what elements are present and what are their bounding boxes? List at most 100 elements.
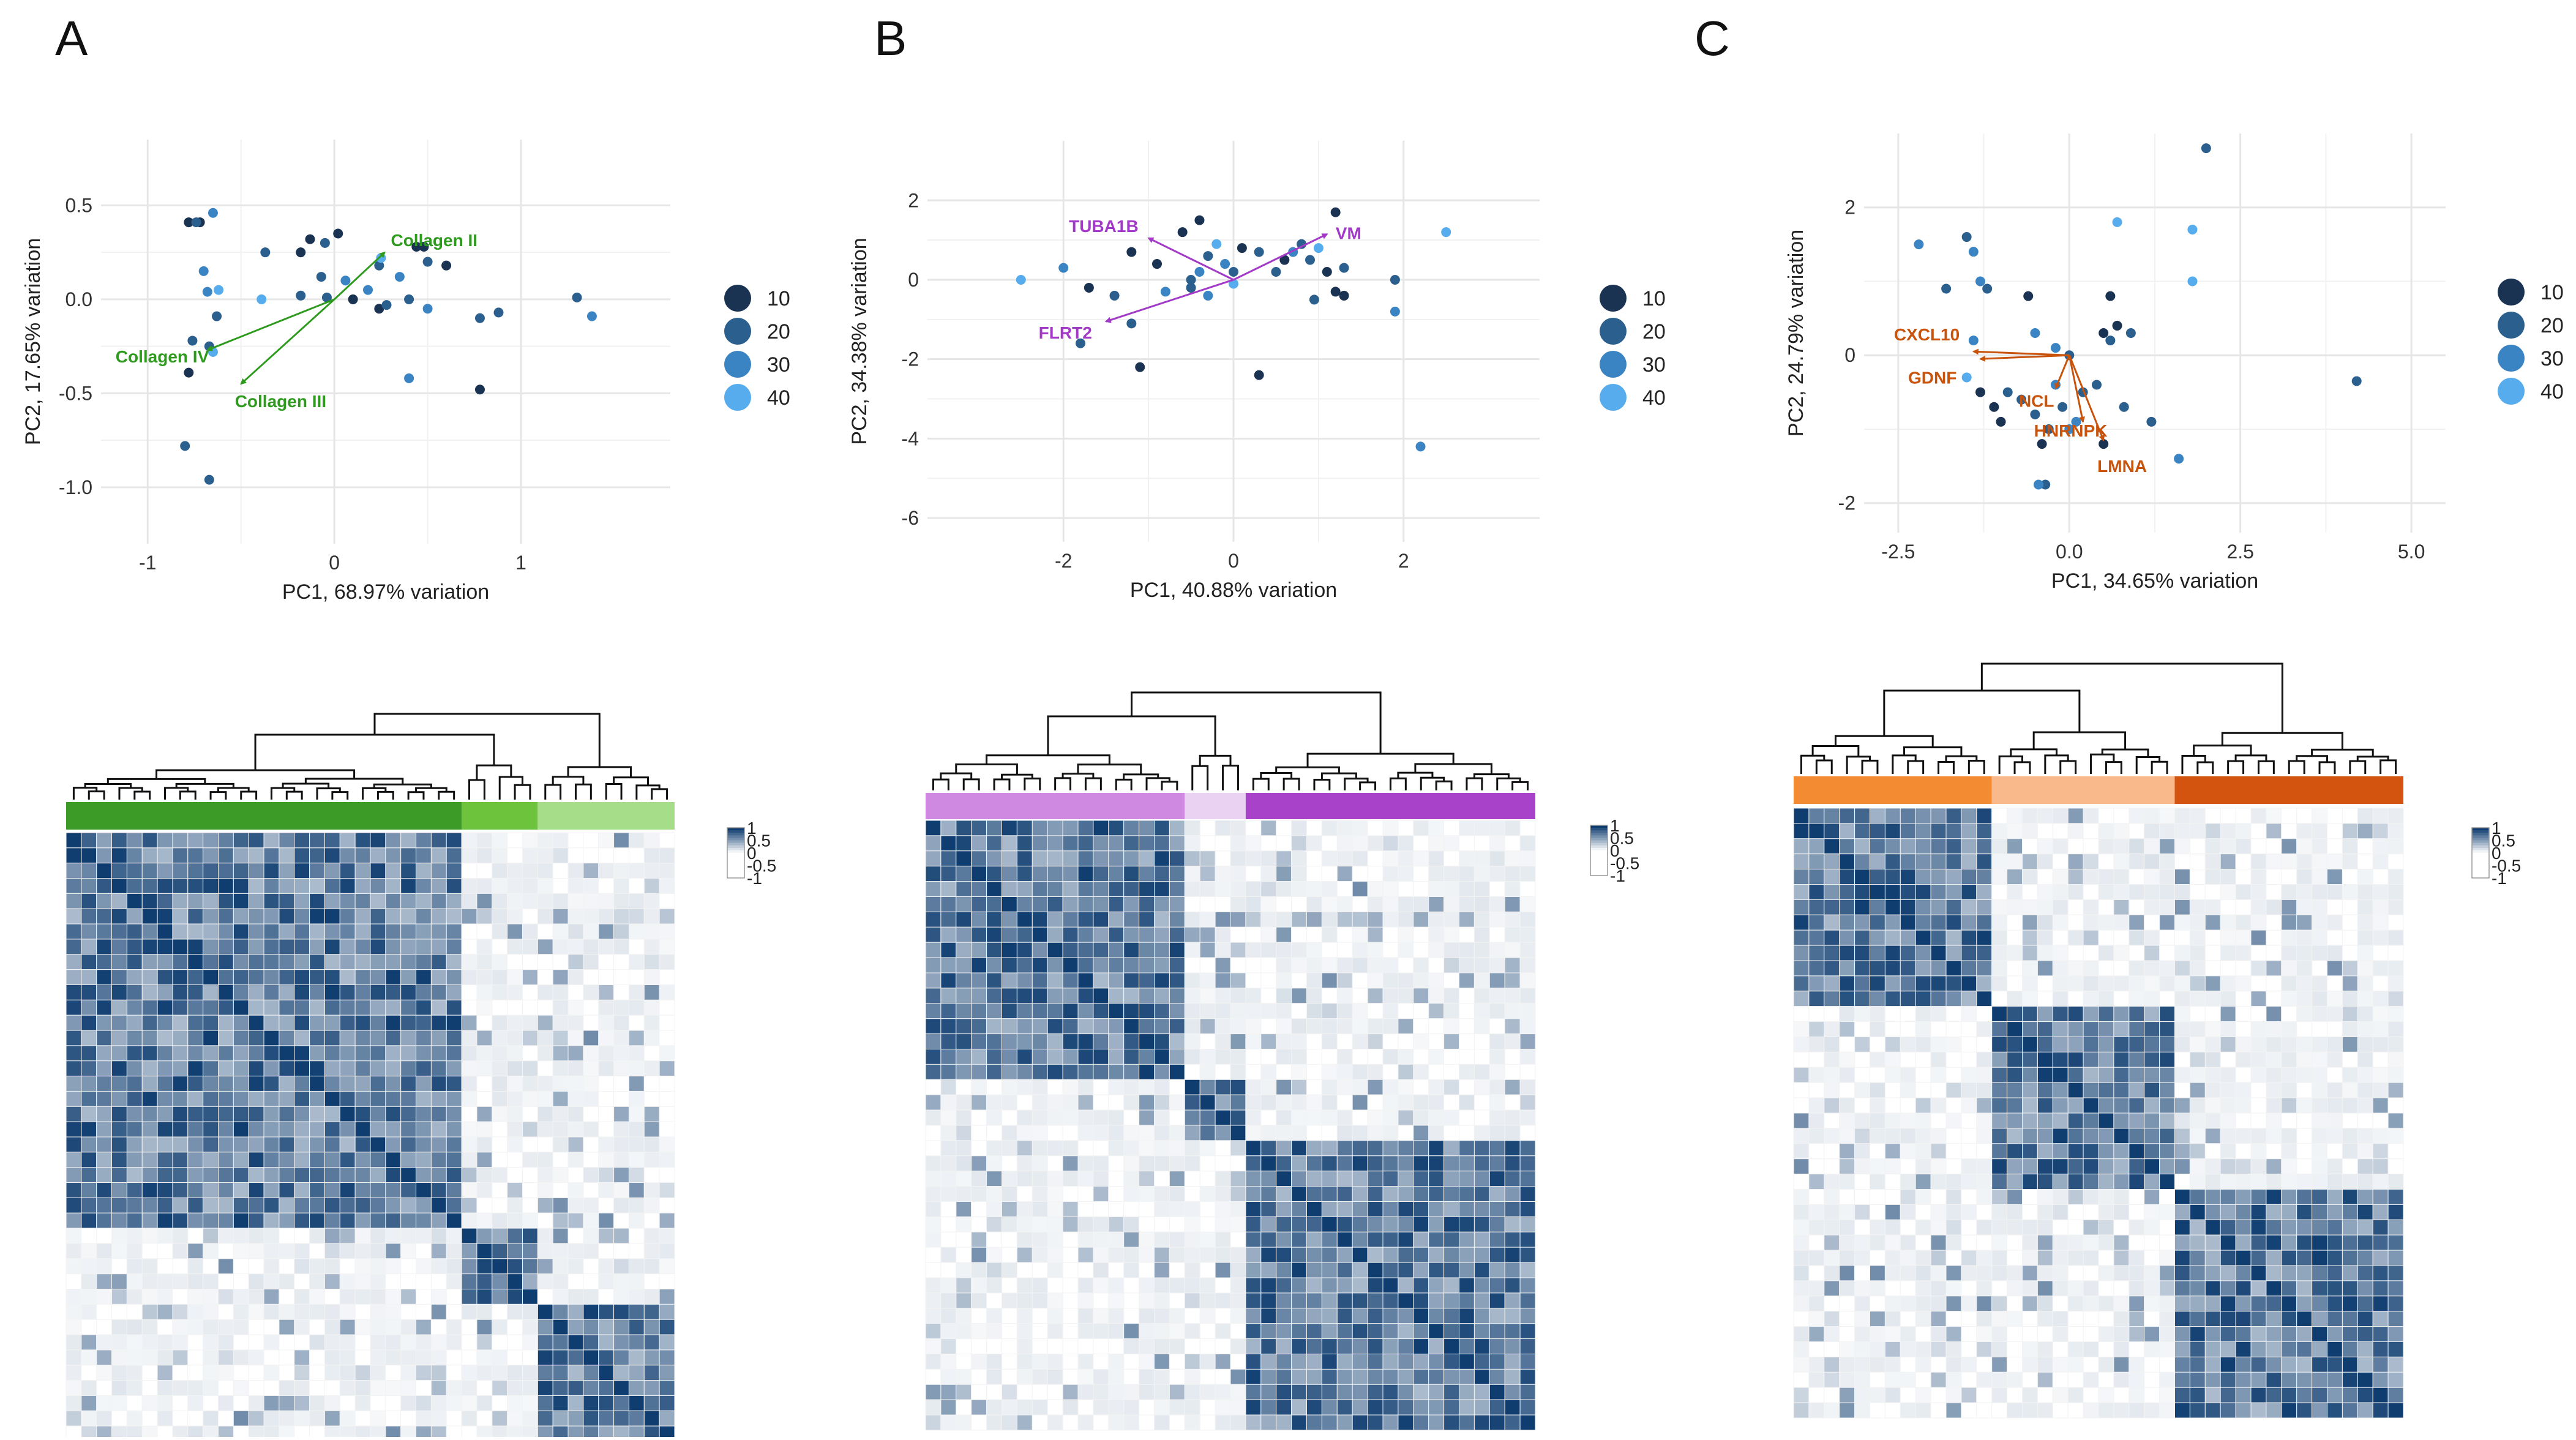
heatmap-cell (2357, 1052, 2373, 1067)
heatmap-cell (599, 879, 614, 894)
heatmap-cell (1017, 973, 1032, 988)
heatmap-cell (1337, 1278, 1352, 1293)
heatmap-cell (1200, 1262, 1215, 1278)
heatmap-cell (1459, 973, 1475, 988)
heatmap-cell (1093, 1187, 1109, 1202)
heatmap-cell (1352, 1278, 1368, 1293)
heatmap-cell (1931, 1174, 1946, 1190)
heatmap-cell (1169, 1034, 1185, 1049)
heatmap-cell (941, 866, 956, 882)
heatmap-cell (1946, 854, 1961, 869)
heatmap-cell (2175, 1113, 2190, 1128)
heatmap-cell (355, 985, 370, 1000)
heatmap-cell (1246, 820, 1261, 836)
heatmap-cell (142, 1000, 157, 1015)
heatmap-cell (614, 1395, 629, 1411)
heatmap-cell (81, 954, 97, 970)
heatmap-cell (2342, 1204, 2357, 1220)
heatmap-cell (279, 1426, 294, 1437)
heatmap-cell (173, 1335, 188, 1350)
heatmap-cell (279, 954, 294, 970)
heatmap-cell (97, 1061, 112, 1076)
heatmap-cell (941, 1369, 956, 1384)
heatmap-cell (583, 1243, 599, 1259)
heatmap-cell (2175, 1067, 2190, 1082)
heatmap-cell (219, 1335, 234, 1350)
heatmap-cell (1961, 1266, 1977, 1281)
heatmap-cell (1459, 1095, 1475, 1110)
heatmap-cell (2007, 1007, 2023, 1022)
heatmap-cell (1946, 1067, 1961, 1082)
heatmap-cell (1429, 1034, 1444, 1049)
heatmap-cell (2236, 1266, 2251, 1281)
heatmap-cell (1078, 1095, 1093, 1110)
loading-arrow (208, 299, 334, 350)
heatmap-cell (2083, 1159, 2099, 1174)
heatmap-cell (2357, 915, 2373, 930)
heatmap-cell (1337, 1202, 1352, 1217)
heatmap-cell (1215, 1095, 1230, 1110)
heatmap-cell (659, 1228, 675, 1243)
dendrogram-branch (73, 788, 96, 800)
heatmap-cell (1093, 1141, 1109, 1156)
heatmap-cell (2160, 1190, 2175, 1205)
heatmap-cell (203, 1000, 219, 1015)
heatmap-cell (1169, 1049, 1185, 1065)
heatmap-cell (1794, 1174, 1809, 1190)
heatmap-cell (1307, 1308, 1322, 1324)
heatmap-cell (1261, 1156, 1276, 1171)
heatmap-cell (1870, 991, 1885, 1007)
heatmap-cell (599, 1183, 614, 1198)
heatmap-cell (1520, 1110, 1535, 1125)
heatmap-cell (355, 1076, 370, 1092)
heatmap-cell (1489, 1019, 1505, 1034)
heatmap-cell (233, 879, 249, 894)
heatmap-cell (66, 1091, 81, 1106)
heatmap-cell (2160, 961, 2175, 976)
heatmap-cell (2266, 1296, 2282, 1311)
heatmap-cell (2236, 1128, 2251, 1144)
heatmap-cell (1915, 1174, 1931, 1190)
heatmap-cell (386, 893, 401, 909)
heatmap-cell (492, 1168, 507, 1183)
heatmap-cell (2327, 1281, 2343, 1296)
heatmap-cell (1489, 1187, 1505, 1202)
heatmap-cell (941, 1217, 956, 1232)
heatmap-cell (279, 1259, 294, 1274)
heatmap-cell (310, 1000, 325, 1015)
heatmap-cell (523, 848, 538, 863)
heatmap-cell (1292, 1262, 1307, 1278)
heatmap-cell (1915, 1190, 1931, 1205)
heatmap-cell (2357, 885, 2373, 900)
heatmap-cell (1368, 882, 1383, 897)
heatmap-cell (1109, 942, 1124, 958)
heatmap-cell (1915, 1159, 1931, 1174)
heatmap-cell (1169, 1079, 1185, 1095)
heatmap-cell (203, 1152, 219, 1168)
heatmap-cell (2175, 1235, 2190, 1250)
heatmap-cell (2083, 1204, 2099, 1220)
data-point (2099, 328, 2108, 338)
heatmap-cell (2053, 1174, 2068, 1190)
heatmap-cell (1870, 1113, 1885, 1128)
heatmap-cell (1885, 1144, 1900, 1159)
heatmap-cell (142, 879, 157, 894)
heatmap-cell (1352, 1217, 1368, 1232)
heatmap-cell (477, 1046, 492, 1061)
heatmap-cell (1946, 1235, 1961, 1250)
heatmap-cell (1489, 1384, 1505, 1400)
heatmap-cell (2007, 1204, 2023, 1220)
heatmap-cell (926, 1339, 941, 1354)
heatmap-cell (1398, 927, 1413, 942)
heatmap-cell (614, 1228, 629, 1243)
heatmap-cell (1459, 1415, 1475, 1430)
heatmap-cell (294, 1304, 310, 1319)
heatmap-cell (2129, 839, 2144, 854)
heatmap-cell (1794, 885, 1809, 900)
heatmap-cell (1520, 1339, 1535, 1354)
heatmap-cell (1977, 1296, 1992, 1311)
heatmap-cell (81, 1335, 97, 1350)
heatmap-cell (2007, 885, 2023, 900)
dendrogram-branch (1314, 780, 1330, 790)
heatmap-cell (1794, 1281, 1809, 1296)
